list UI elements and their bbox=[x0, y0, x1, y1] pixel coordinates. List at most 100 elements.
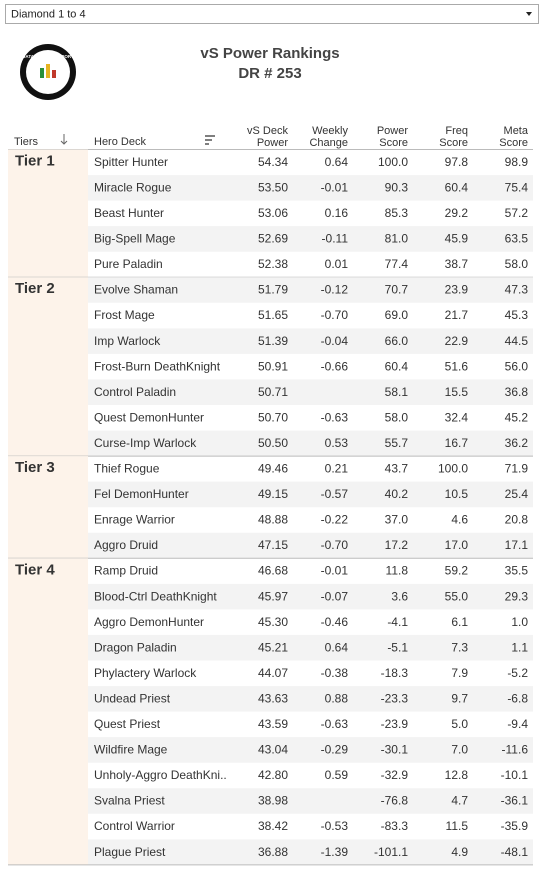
deck-name: Beast Hunter bbox=[94, 206, 164, 220]
cell-value: 52.69 bbox=[258, 232, 288, 246]
deck-name: Imp Warlock bbox=[94, 334, 161, 348]
cell-value: 71.9 bbox=[505, 462, 529, 476]
cell-value: -4.1 bbox=[387, 615, 408, 629]
cell-value: -1.39 bbox=[321, 845, 349, 859]
cell-value: 0.88 bbox=[325, 691, 349, 705]
cell-value: 7.9 bbox=[451, 666, 468, 680]
cell-value: 69.0 bbox=[385, 308, 409, 322]
cell-value: 11.8 bbox=[386, 564, 409, 578]
dropdown-box[interactable] bbox=[5, 4, 539, 24]
cell-value: 1.1 bbox=[511, 640, 528, 654]
cell-value: 40.2 bbox=[385, 487, 409, 501]
cell-value: -35.9 bbox=[501, 819, 529, 833]
dropdown[interactable]: Diamond 1 to 4 bbox=[5, 4, 539, 24]
deck-name: Control Paladin bbox=[94, 385, 176, 399]
cell-value: 20.8 bbox=[505, 513, 529, 527]
cell-value: -0.70 bbox=[321, 308, 349, 322]
cell-value: 58.0 bbox=[505, 257, 529, 271]
cell-value: 37.0 bbox=[385, 513, 409, 527]
cell-value: -36.1 bbox=[501, 794, 529, 808]
cell-value: 49.15 bbox=[258, 487, 288, 501]
cell-value: 43.04 bbox=[258, 743, 288, 757]
sort-icon[interactable] bbox=[60, 134, 68, 145]
cell-value: 43.63 bbox=[258, 691, 288, 705]
sort-icon[interactable] bbox=[205, 135, 215, 145]
cell-value: 45.3 bbox=[505, 308, 529, 322]
cell-value: 0.16 bbox=[325, 206, 349, 220]
subtitle: DR # 253 bbox=[238, 65, 301, 82]
cell-value: 29.3 bbox=[505, 589, 529, 603]
cell-value: 51.65 bbox=[258, 308, 288, 322]
cell-value: -0.53 bbox=[321, 819, 349, 833]
cell-value: -0.57 bbox=[321, 487, 349, 501]
row-shade bbox=[88, 277, 533, 303]
cell-value: 53.06 bbox=[258, 206, 288, 220]
tier-cell bbox=[8, 456, 88, 559]
tier-cell bbox=[8, 149, 88, 278]
logo-text: DATA REAPER REPORT bbox=[22, 54, 74, 59]
cell-value: 45.97 bbox=[258, 589, 288, 603]
deck-name: Wildfire Mage bbox=[94, 743, 168, 757]
cell-value: -0.12 bbox=[321, 283, 349, 297]
dropdown-arrow[interactable] bbox=[526, 12, 532, 16]
cell-value: -18.3 bbox=[381, 666, 409, 680]
cell-value: -0.63 bbox=[321, 410, 349, 424]
cell-value: -23.3 bbox=[381, 691, 409, 705]
cell-value: 23.9 bbox=[445, 283, 469, 297]
cell-value: -76.8 bbox=[381, 794, 409, 808]
cell-value: 45.30 bbox=[258, 615, 288, 629]
cell-value: -11.6 bbox=[502, 743, 529, 757]
dropdown-value[interactable]: Diamond 1 to 4 bbox=[11, 8, 86, 20]
column-header: Freq bbox=[445, 125, 468, 137]
cell-value: 90.3 bbox=[385, 180, 409, 194]
title: vS Power Rankings bbox=[200, 45, 339, 62]
cell-value: 0.64 bbox=[325, 640, 349, 654]
cell-value: 38.98 bbox=[258, 794, 288, 808]
cell-value: -0.04 bbox=[321, 334, 349, 348]
cell-value: -0.01 bbox=[321, 180, 349, 194]
cell-value: 4.7 bbox=[451, 794, 468, 808]
cell-value: -0.29 bbox=[321, 743, 349, 757]
cell-value: 29.2 bbox=[445, 206, 469, 220]
column-header: Score bbox=[499, 137, 528, 149]
table-header: Tiers Hero Deck vS DeckPowerWeeklyChange… bbox=[8, 125, 533, 150]
deck-name: Phylactery Warlock bbox=[94, 666, 197, 680]
cell-value: 53.50 bbox=[258, 180, 288, 194]
cell-value: -101.1 bbox=[374, 845, 408, 859]
cell-value: -0.66 bbox=[321, 359, 349, 373]
column-header: Weekly bbox=[312, 125, 348, 137]
cell-value: 81.0 bbox=[385, 232, 409, 246]
deck-name: Aggro Druid bbox=[94, 538, 158, 552]
deck-name: Frost-Burn DeathKnight bbox=[94, 359, 221, 373]
cell-value: 0.01 bbox=[325, 257, 349, 271]
cell-value: 60.4 bbox=[445, 180, 469, 194]
cell-value: 48.88 bbox=[258, 513, 288, 527]
cell-value: 4.6 bbox=[451, 513, 468, 527]
cell-value: 45.21 bbox=[258, 640, 288, 654]
cell-value: 58.0 bbox=[385, 410, 409, 424]
cell-value: 0.21 bbox=[325, 462, 349, 476]
cell-value: 12.8 bbox=[445, 768, 469, 782]
cell-value: 44.5 bbox=[505, 334, 529, 348]
cell-value: 46.68 bbox=[258, 564, 288, 578]
table-body: Tier 1 Spitter Hunter 54.34 0.64 100.0 97.8 98… bbox=[8, 149, 533, 866]
cell-value: -0.70 bbox=[321, 538, 349, 552]
cell-value: 47.3 bbox=[505, 283, 529, 297]
cell-value: 43.7 bbox=[385, 462, 409, 476]
logo-bar bbox=[52, 70, 56, 78]
deck-name: Miracle Rogue bbox=[94, 180, 172, 194]
cell-value: -0.22 bbox=[321, 513, 349, 527]
cell-value: 22.9 bbox=[445, 334, 469, 348]
row-shade bbox=[88, 226, 533, 252]
cell-value: 58.1 bbox=[385, 385, 409, 399]
cell-value: 70.7 bbox=[385, 283, 409, 297]
cell-value: 100.0 bbox=[438, 462, 468, 476]
cell-value: 32.4 bbox=[445, 410, 469, 424]
cell-value: -0.63 bbox=[321, 717, 349, 731]
deck-name: Pure Paladin bbox=[94, 257, 163, 271]
cell-value: 0.59 bbox=[325, 768, 349, 782]
row-shade bbox=[88, 839, 533, 865]
cell-value: 50.71 bbox=[258, 385, 288, 399]
cell-value: 97.8 bbox=[445, 155, 469, 169]
